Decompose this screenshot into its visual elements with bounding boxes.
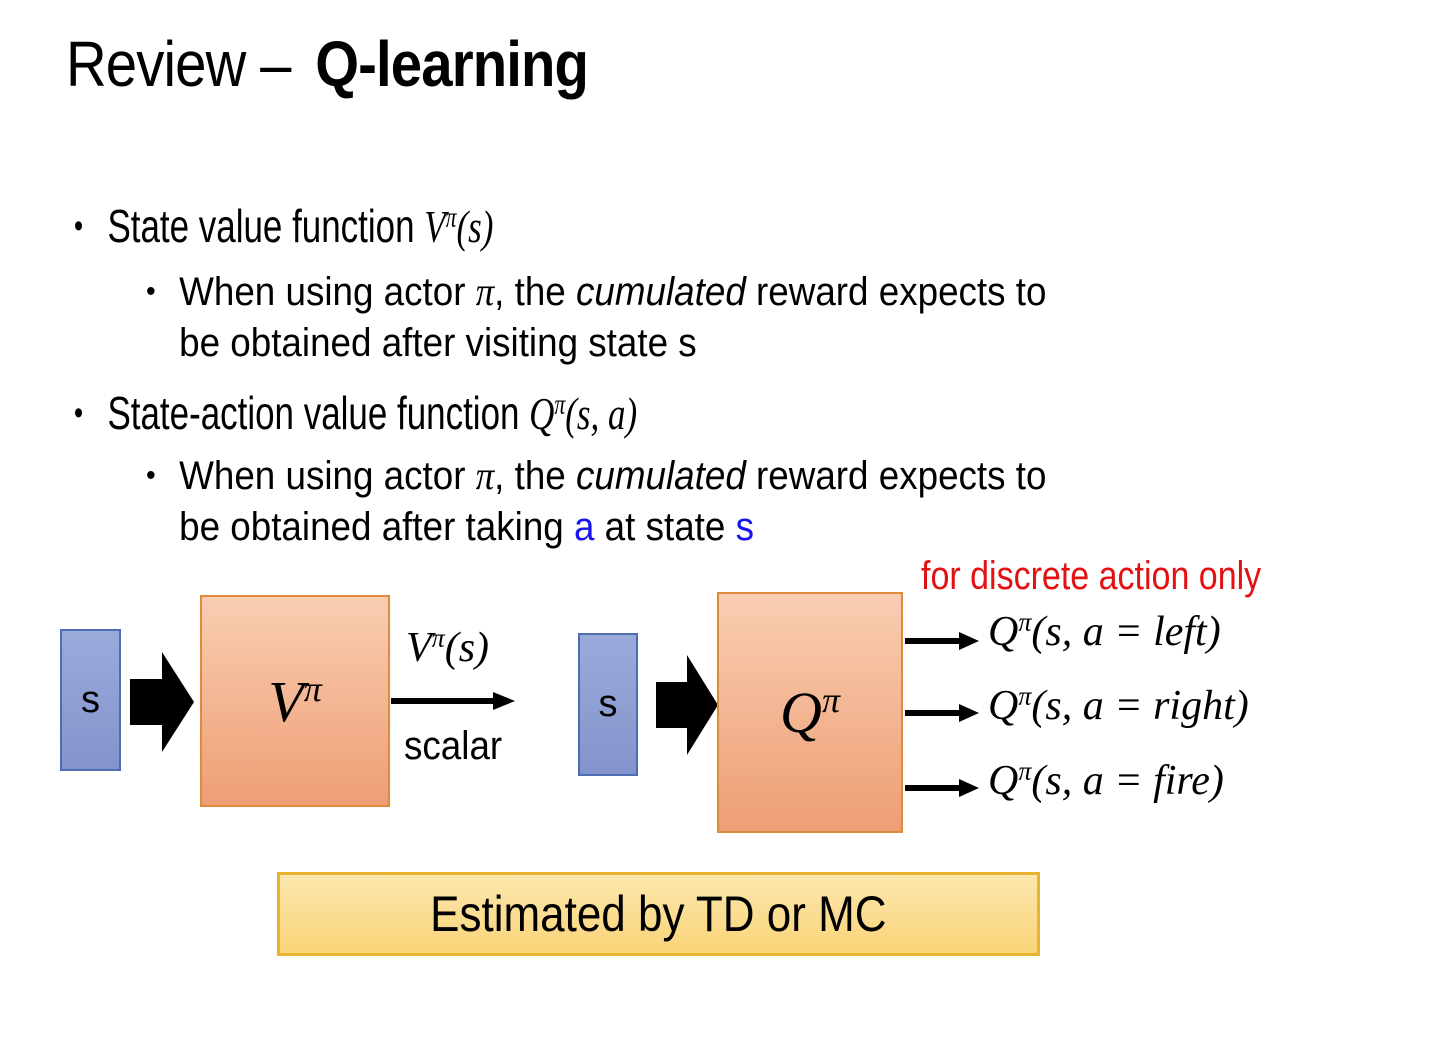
pi-symbol: π <box>475 269 495 314</box>
sub-bullet-v-line1: When using actor π, the cumulated reward… <box>179 269 1047 314</box>
math-v-pi-s: Vπ(s) <box>424 201 494 252</box>
cumulated-emphasis: cumulated <box>575 270 746 314</box>
q-output-arrow-icon <box>905 632 979 650</box>
discrete-action-note: for discrete action only <box>921 554 1262 598</box>
input-block-arrow-icon <box>130 652 194 752</box>
sub-bullet-v-line2: be obtained after visiting state s <box>179 321 697 365</box>
q-output-arrow-icon <box>905 779 979 797</box>
q-output-label-right: Qπ(s, a = right) <box>988 681 1249 729</box>
bullet-state-value-text: State value function Vπ(s) <box>107 197 493 256</box>
bullet-state-value-label: State value function <box>107 200 425 252</box>
v-output-label: Vπ(s) <box>406 623 490 671</box>
q-output-arrow-icon <box>905 704 979 722</box>
v-output-type-label: scalar <box>404 724 503 768</box>
sub-bullet-q-description: • When using actor π, the cumulated rewa… <box>146 450 1046 553</box>
estimation-banner: Estimated by TD or MC <box>277 872 1040 956</box>
sub-bullet-v-text: When using actor π, the cumulated reward… <box>179 266 1046 369</box>
v-network-label: Vπ <box>268 668 322 734</box>
sub-bullet-q-line2: be obtained after taking a at state s <box>179 505 755 549</box>
input-block-arrow-icon <box>656 655 718 755</box>
pi-symbol: π <box>475 453 495 498</box>
cumulated-emphasis: cumulated <box>575 454 746 498</box>
state-input-label: s <box>598 683 618 725</box>
q-network-box: Qπ <box>717 592 903 833</box>
action-a-emphasis: a <box>573 505 595 549</box>
state-input-box-v: s <box>60 629 121 771</box>
title-review: Review – <box>66 28 291 100</box>
sub-bullet-v-description: • When using actor π, the cumulated rewa… <box>146 266 1046 369</box>
state-input-label: s <box>81 678 100 721</box>
state-input-box-q: s <box>578 633 638 776</box>
bullet-dot-icon: • <box>146 459 156 492</box>
sub-bullet-q-line1: When using actor π, the cumulated reward… <box>179 453 1047 498</box>
state-s-emphasis: s <box>735 505 755 549</box>
bullet-dot-icon: • <box>146 275 156 308</box>
bullet-state-action-text: State-action value function Qπ(s, a) <box>107 384 637 443</box>
bullet-dot-icon: • <box>74 207 84 245</box>
title-qlearning: Q-learning <box>315 28 589 100</box>
page-title: Review – Q-learning <box>66 26 589 102</box>
q-network-label: Qπ <box>780 680 840 745</box>
q-output-label-fire: Qπ(s, a = fire) <box>988 756 1224 804</box>
bullet-dot-icon: • <box>74 394 84 432</box>
sub-bullet-q-text: When using actor π, the cumulated reward… <box>179 450 1046 553</box>
math-q-pi-sa: Qπ(s, a) <box>529 388 638 439</box>
v-network-box: Vπ <box>200 595 390 807</box>
bullet-state-action-label: State-action value function <box>107 387 530 439</box>
bullet-state-action-value-function: • State-action value function Qπ(s, a) <box>74 384 637 443</box>
estimation-banner-text: Estimated by TD or MC <box>430 886 887 942</box>
q-output-label-left: Qπ(s, a = left) <box>988 607 1221 655</box>
v-output-arrow-icon <box>391 692 515 710</box>
bullet-state-value-function: • State value function Vπ(s) <box>74 197 493 256</box>
